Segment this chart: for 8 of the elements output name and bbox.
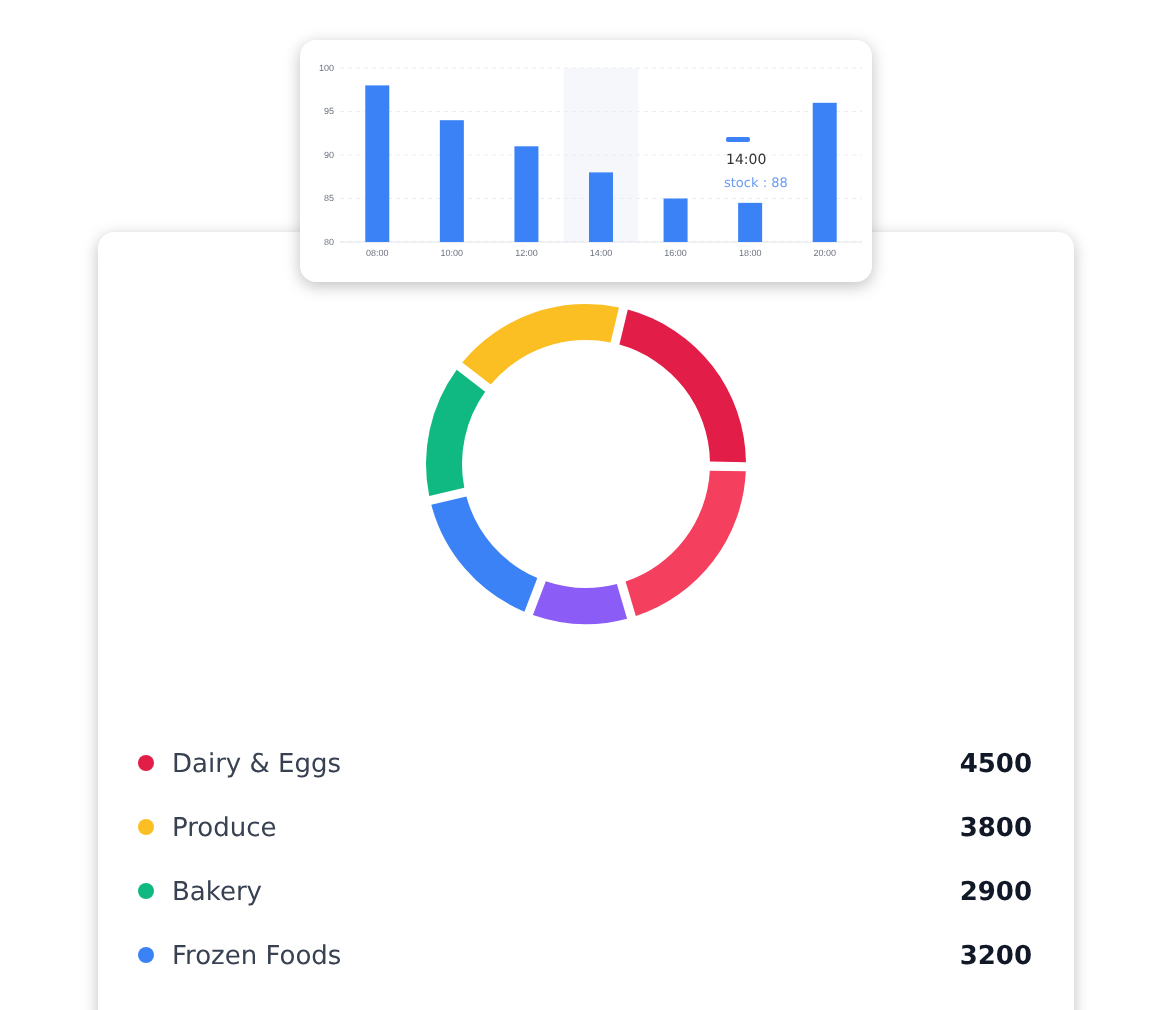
data-label: 3200 [959, 942, 1032, 972]
legend-label: Frozen Foods [172, 942, 342, 972]
legend-label: Dairy & Eggs [172, 750, 342, 780]
legend-label: Produce [172, 814, 277, 844]
legend-label: Bakery [172, 878, 263, 908]
data-label: 3800 [959, 814, 1032, 844]
data-label: 4500 [959, 750, 1032, 780]
data-label: 2900 [959, 878, 1032, 908]
